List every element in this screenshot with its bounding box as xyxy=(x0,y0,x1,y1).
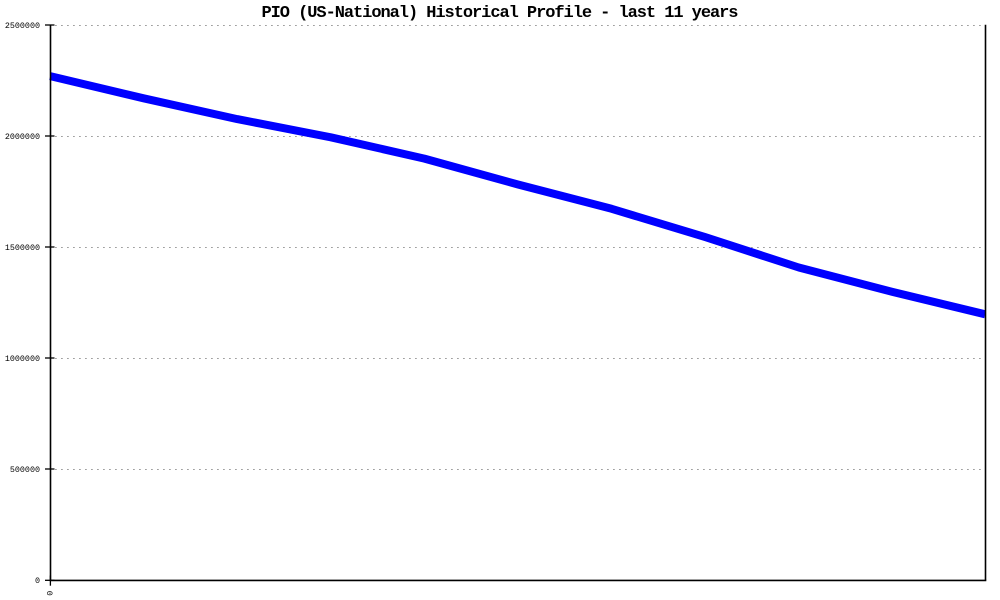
svg-text:2000000: 2000000 xyxy=(5,132,40,142)
svg-text:2500000: 2500000 xyxy=(5,21,40,31)
svg-text:500000: 500000 xyxy=(10,465,40,475)
svg-text:0: 0 xyxy=(44,591,54,596)
svg-text:PIO (US-National) Historical P: PIO (US-National) Historical Profile - l… xyxy=(262,4,739,23)
svg-text:1500000: 1500000 xyxy=(5,243,40,253)
svg-text:1000000: 1000000 xyxy=(5,354,40,364)
svg-text:0: 0 xyxy=(35,576,40,586)
